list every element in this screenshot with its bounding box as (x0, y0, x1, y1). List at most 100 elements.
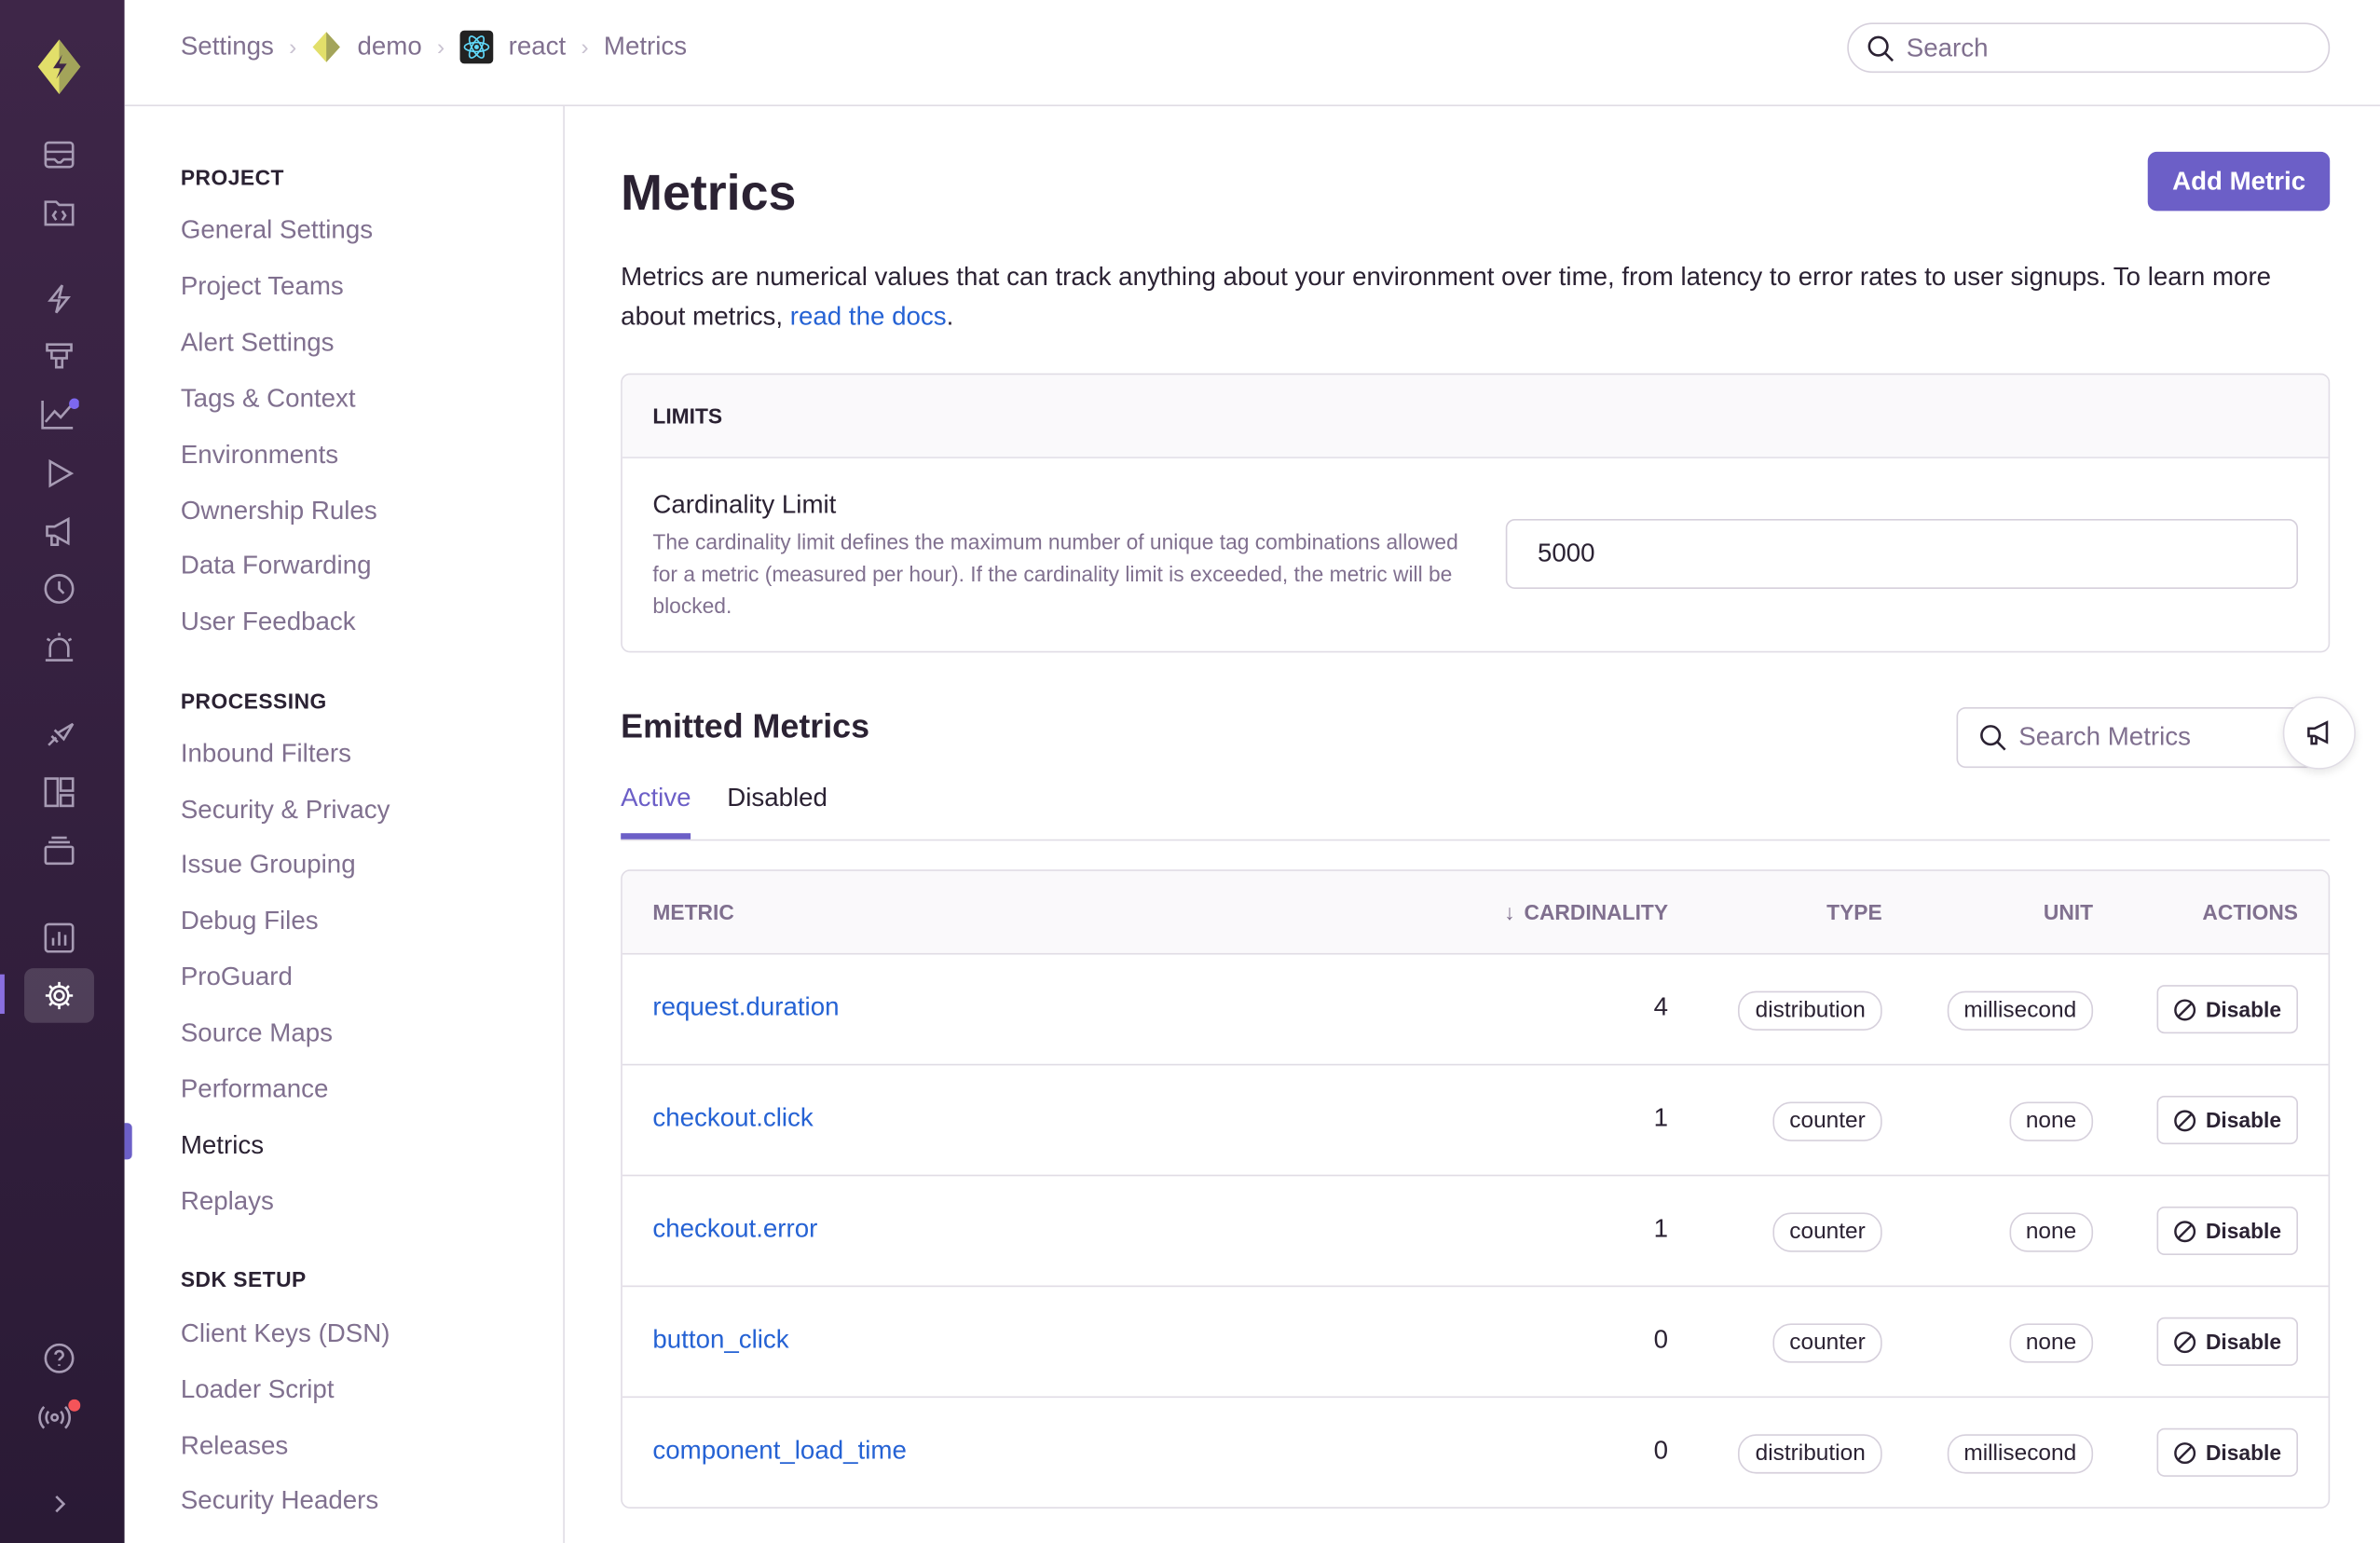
feedback-button[interactable] (2282, 696, 2356, 770)
table-row: request.duration 4 distribution millisec… (622, 952, 2329, 1064)
nav-alert-settings[interactable]: Alert Settings (180, 327, 335, 357)
disable-icon (2174, 1331, 2196, 1353)
limits-panel: LIMITS Cardinality Limit The cardinality… (621, 373, 2331, 653)
search-input[interactable]: Search (1847, 22, 2331, 74)
settings-icon[interactable] (24, 968, 94, 1023)
crons-icon[interactable] (38, 567, 81, 610)
search-metrics-input[interactable]: Search Metrics (1956, 707, 2318, 769)
replays-icon[interactable] (38, 452, 81, 495)
col-actions: ACTIONS (2202, 899, 2299, 924)
nav-releases[interactable]: Releases (180, 1430, 289, 1460)
metric-name-link[interactable]: checkout.error (652, 1214, 818, 1243)
metric-unit-tag: none (2008, 1101, 2094, 1141)
dashboards-icon[interactable] (38, 771, 81, 813)
nav-section-sdk-setup: SDK SETUP (180, 1267, 307, 1292)
alerts-icon[interactable] (38, 625, 81, 668)
disable-label: Disable (2205, 1440, 2282, 1465)
active-indicator (0, 974, 5, 1015)
logo-icon[interactable] (34, 36, 85, 97)
nav-tags-context[interactable]: Tags & Context (180, 384, 356, 414)
sort-arrow-down-icon: ↓ (1504, 899, 1515, 924)
breadcrumb-react[interactable]: react (508, 32, 567, 61)
nav-ownership-rules[interactable]: Ownership Rules (180, 496, 377, 526)
nav-issue-grouping[interactable]: Issue Grouping (180, 850, 356, 880)
broadcasts-icon[interactable] (38, 1395, 81, 1438)
settings-nav: PROJECT General Settings Project Teams A… (124, 106, 565, 1543)
disable-button[interactable]: Disable (2156, 1317, 2299, 1366)
nav-environments[interactable]: Environments (180, 440, 339, 470)
emitted-metrics-title: Emitted Metrics (621, 707, 870, 745)
docs-link[interactable]: read the docs (789, 302, 947, 332)
profiling-icon[interactable] (38, 335, 81, 378)
nav-debug-files[interactable]: Debug Files (180, 906, 319, 935)
cardinality-limit-input[interactable]: 5000 (1505, 519, 2299, 589)
nav-loader-script[interactable]: Loader Script (180, 1374, 335, 1404)
discover-icon[interactable] (38, 714, 81, 757)
add-metric-button[interactable]: Add Metric (2148, 151, 2331, 212)
nav-section-project: PROJECT (180, 165, 284, 190)
metric-name-link[interactable]: request.duration (652, 992, 840, 1022)
metric-name-link[interactable]: checkout.click (652, 1103, 814, 1133)
nav-general-settings[interactable]: General Settings (180, 215, 374, 245)
table-row: checkout.click 1 counter none Disable (622, 1063, 2329, 1175)
search-icon (1980, 725, 2006, 751)
tab-active[interactable]: Active (621, 783, 691, 840)
disable-button[interactable]: Disable (2156, 1206, 2299, 1256)
breadcrumb-demo[interactable]: demo (357, 32, 422, 61)
issues-icon[interactable] (38, 133, 81, 176)
cardinality-limit-help: The cardinality limit defines the maximu… (652, 529, 1458, 618)
feedback-icon[interactable] (38, 510, 81, 553)
nav-project-teams[interactable]: Project Teams (180, 271, 344, 301)
metric-cardinality: 4 (1653, 992, 1669, 1022)
disable-button[interactable]: Disable (2156, 985, 2299, 1034)
metric-type-tag: counter (1772, 1101, 1882, 1141)
metrics-icon[interactable] (38, 393, 81, 436)
metric-unit-tag: millisecond (1947, 990, 2094, 1031)
metric-cardinality: 0 (1653, 1324, 1669, 1354)
disable-button[interactable]: Disable (2156, 1095, 2299, 1145)
metric-cardinality: 1 (1653, 1214, 1669, 1243)
disable-icon (2174, 1109, 2196, 1131)
col-cardinality-label: CARDINALITY (1524, 899, 1669, 924)
tab-disabled[interactable]: Disabled (727, 783, 828, 812)
metric-cardinality: 1 (1653, 1103, 1669, 1133)
metric-type-tag: distribution (1738, 1434, 1882, 1474)
megaphone-icon (2307, 720, 2329, 745)
chevron-right-icon: › (437, 34, 445, 61)
nav-security-headers[interactable]: Security Headers (180, 1485, 379, 1515)
metric-name-link[interactable]: button_click (652, 1324, 789, 1354)
nav-replays[interactable]: Replays (180, 1186, 274, 1216)
page-description: Metrics are numerical values that can tr… (621, 258, 2330, 337)
nav-source-maps[interactable]: Source Maps (180, 1017, 333, 1047)
metric-unit-tag: none (2008, 1212, 2094, 1252)
performance-icon[interactable] (38, 278, 81, 321)
metric-unit-tag: millisecond (1947, 1434, 2094, 1474)
nav-data-forwarding[interactable]: Data Forwarding (180, 551, 372, 580)
collapse-chevron-icon[interactable] (38, 1482, 81, 1525)
description-end: . (946, 302, 954, 332)
org-logo-icon (313, 32, 341, 62)
col-type: TYPE (1826, 899, 1882, 924)
metric-name-link[interactable]: component_load_time (652, 1435, 907, 1465)
nav-proguard[interactable]: ProGuard (180, 962, 293, 991)
metric-type-tag: distribution (1738, 990, 1882, 1031)
stats-icon[interactable] (38, 917, 81, 960)
nav-inbound-filters[interactable]: Inbound Filters (180, 739, 351, 769)
projects-icon[interactable] (38, 191, 81, 234)
help-icon[interactable] (38, 1337, 81, 1380)
nav-metrics[interactable]: Metrics (180, 1130, 265, 1160)
nav-user-feedback[interactable]: User Feedback (180, 607, 356, 636)
nav-security-privacy[interactable]: Security & Privacy (180, 795, 390, 825)
chevron-right-icon: › (289, 34, 297, 61)
nav-client-keys[interactable]: Client Keys (DSN) (180, 1318, 390, 1348)
disable-button[interactable]: Disable (2156, 1427, 2299, 1477)
app-sidebar (0, 0, 125, 1543)
releases-icon[interactable] (38, 828, 81, 871)
table-row: button_click 0 counter none Disable (622, 1285, 2329, 1397)
table-row: component_load_time 0 distribution milli… (622, 1396, 2329, 1507)
nav-performance[interactable]: Performance (180, 1074, 329, 1104)
disable-label: Disable (2205, 1108, 2282, 1133)
col-cardinality[interactable]: ↓ CARDINALITY (1504, 900, 1668, 924)
page-title: Metrics (621, 163, 797, 221)
breadcrumb-settings[interactable]: Settings (180, 32, 274, 61)
